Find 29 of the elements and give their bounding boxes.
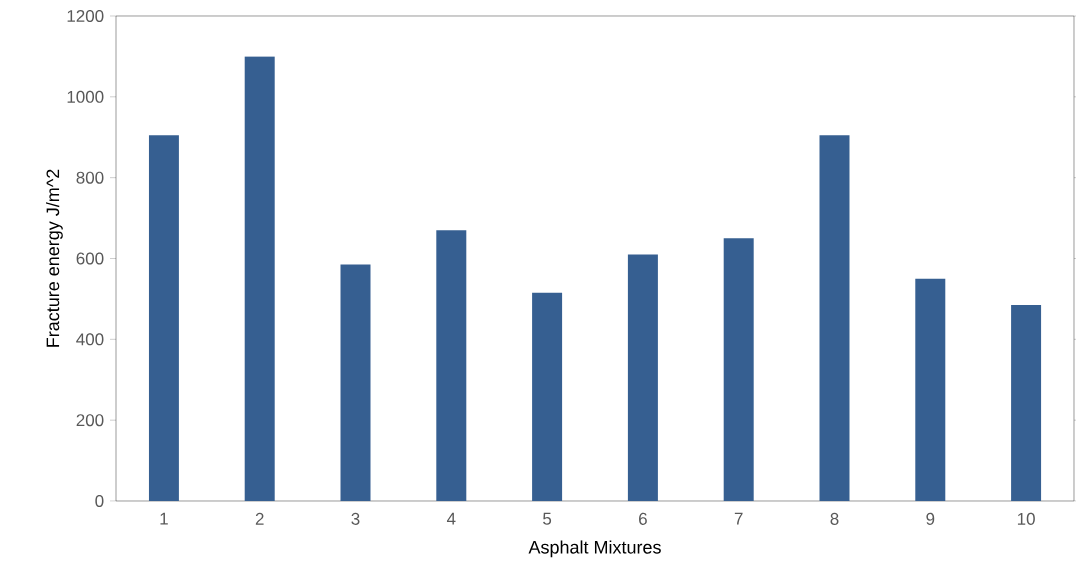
y-tick-label: 800 bbox=[76, 171, 104, 184]
bar bbox=[1011, 304, 1042, 501]
x-tick-label: 1 bbox=[160, 512, 168, 525]
y-tick-label: 1000 bbox=[67, 90, 104, 103]
bar bbox=[627, 254, 658, 501]
x-tick-label: 2 bbox=[255, 512, 264, 525]
x-tick-label: 4 bbox=[446, 512, 456, 525]
y-tick-label: 200 bbox=[76, 414, 104, 427]
y-tick-label: 0 bbox=[95, 494, 104, 508]
x-tick-label: 9 bbox=[926, 512, 935, 525]
x-tick-label: 10 bbox=[1017, 512, 1035, 525]
y-tick-label: 400 bbox=[76, 333, 104, 346]
bar bbox=[340, 264, 371, 501]
x-tick-label: 8 bbox=[830, 512, 839, 525]
x-tick-label: 6 bbox=[639, 512, 647, 525]
bar bbox=[436, 230, 467, 501]
x-tick-label: 3 bbox=[351, 512, 360, 525]
bar bbox=[244, 56, 275, 501]
y-tick-label: 600 bbox=[76, 252, 104, 265]
y-axis-title: Fracture energy J/m^2 bbox=[46, 169, 63, 347]
bar bbox=[148, 135, 179, 501]
x-axis-title: Asphalt Mixtures bbox=[528, 540, 661, 558]
bar bbox=[532, 292, 563, 501]
x-tick-label: 7 bbox=[734, 512, 743, 525]
bar bbox=[819, 135, 850, 501]
y-tick-label: 1200 bbox=[67, 9, 104, 23]
bar bbox=[915, 278, 946, 501]
bar bbox=[723, 238, 754, 501]
x-tick-label: 5 bbox=[543, 512, 552, 525]
